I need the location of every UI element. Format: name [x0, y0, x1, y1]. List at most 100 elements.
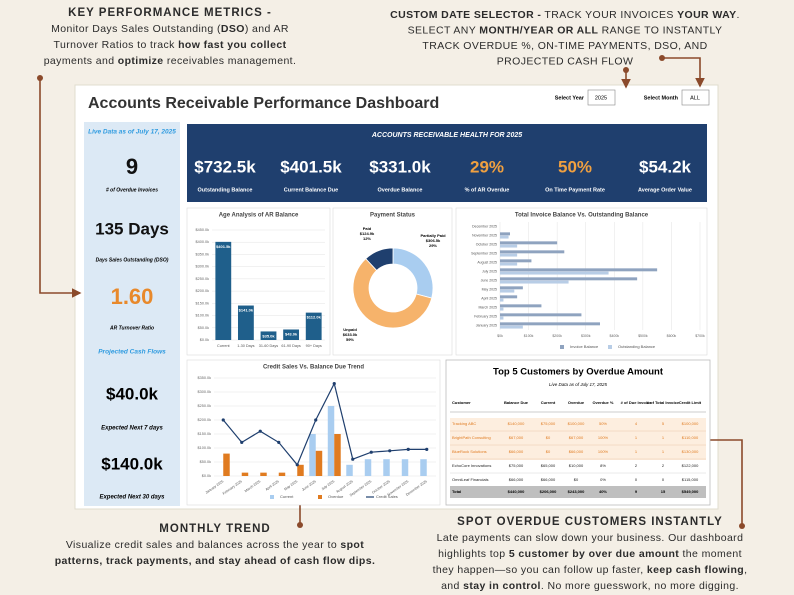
bar	[364, 459, 372, 476]
callout-text: 5 customer by over due amount	[509, 548, 679, 560]
x-tick-label: $500k	[638, 334, 648, 338]
callout-text: stay in control	[463, 580, 541, 592]
y-tick-label: $250.0k	[197, 404, 211, 408]
y-tick-label: $250.0k	[195, 277, 209, 281]
year-select[interactable]	[587, 89, 616, 106]
bar	[401, 459, 409, 476]
table-cell: 2	[662, 463, 665, 468]
bar	[223, 453, 230, 476]
year-value[interactable]: 2025	[595, 95, 607, 101]
bar	[215, 241, 232, 340]
bar	[500, 259, 532, 263]
table-cell: Overdue	[568, 400, 585, 405]
y-tick-label: $200.0k	[195, 289, 209, 293]
kpi-label: % of AR Overdue	[465, 187, 510, 193]
table-cell: Credit Limit	[679, 400, 702, 405]
callout-text: spot	[340, 539, 364, 551]
kpi-value: $732.5k	[194, 157, 256, 176]
line-point	[277, 440, 281, 444]
table-cell: $122,000	[682, 463, 699, 468]
legend-label: Overdue	[328, 494, 344, 499]
total-row	[450, 486, 706, 498]
line-point	[258, 429, 262, 433]
callout-title: MONTHLY TREND	[159, 523, 270, 535]
callout-line: SELECT ANY MONTH/YEAR OR ALL RANGE TO IN…	[408, 24, 723, 36]
table-cell: 8%	[600, 463, 606, 468]
dashboard-title: Accounts Receivable Performance Dashboar…	[88, 95, 439, 112]
bar	[241, 472, 249, 476]
bar	[500, 325, 523, 329]
kpi-label: Outstanding Balance	[197, 187, 252, 193]
bar	[500, 322, 600, 326]
table-cell: 1	[635, 449, 638, 454]
table-cell: 50%	[599, 421, 607, 426]
table-cell: $130,000	[682, 449, 699, 454]
legend-label: Credit Sales	[376, 494, 398, 499]
callout-text: they happen—so you can follow up faster,	[433, 564, 647, 576]
y-tick-label: $450.0k	[195, 228, 209, 232]
table-cell: BrightPath Consulting	[452, 435, 491, 440]
slice-label: Partially Paid	[420, 233, 446, 238]
callout-text: TRACK YOUR INVOICES	[541, 9, 677, 21]
side-kpi-label: # of Overdue Invoices	[106, 187, 158, 193]
bar	[278, 472, 286, 476]
kpi-value: $331.0k	[369, 157, 431, 176]
bar	[500, 286, 523, 290]
bar	[500, 316, 504, 320]
side-kpi-value: 135 Days	[95, 219, 169, 238]
side-kpi-value: 9	[126, 154, 138, 179]
callout-text: SELECT ANY	[408, 24, 480, 36]
bar	[500, 271, 609, 275]
callout-text: RANGE TO INSTANTLY	[598, 24, 722, 36]
bar	[500, 244, 518, 248]
callout-text: optimize	[118, 55, 164, 67]
bar	[383, 459, 390, 476]
line-point	[332, 382, 336, 386]
callout-line: Late payments can slow down your busines…	[437, 532, 744, 544]
slice-percent: 29%	[429, 243, 437, 248]
live-data: Live Data as of July 17, 2025	[88, 129, 176, 136]
table-cell: $75,000	[541, 421, 556, 426]
callout-dots	[37, 55, 745, 529]
month-select[interactable]	[681, 89, 710, 106]
bar	[500, 241, 558, 245]
callout-text: YOUR WAY	[677, 9, 736, 21]
table-cell: 1	[662, 449, 665, 454]
table-cell: 9	[635, 489, 638, 494]
legend-swatch	[560, 345, 564, 349]
callout-text: receivables management.	[164, 55, 297, 67]
bar	[334, 434, 341, 476]
callout-text: how fast you collect	[178, 39, 286, 51]
bar	[260, 331, 277, 340]
y-tick-label: January 2025	[476, 323, 497, 327]
month-value[interactable]: ALL	[690, 95, 700, 101]
line-point	[314, 418, 318, 422]
kpi-label: Current Balance Due	[284, 187, 338, 193]
y-tick-label: $150.0k	[195, 301, 209, 305]
y-tick-label: $0.0k	[200, 338, 209, 342]
legend-label: Invoice Balance	[570, 344, 599, 349]
callout-text: PROJECTED CASH FLOW	[497, 55, 634, 67]
side-kpi-label: AR Turnover Ratio	[109, 325, 154, 331]
callout-line: payments and optimize receivables manage…	[44, 55, 297, 67]
table-cell: $66,000	[569, 449, 584, 454]
chart-title: Age Analysis of AR Balance	[219, 213, 299, 219]
table-cell: Balance Due	[504, 400, 529, 405]
table-cell: 5	[662, 421, 665, 426]
callout-text: ) and AR	[245, 23, 289, 35]
kpi-value: 29%	[470, 157, 504, 176]
table-cell: 1	[662, 435, 665, 440]
bar	[327, 406, 335, 476]
y-tick-label: $300.0k	[195, 265, 209, 269]
projected-value: $40.0k	[106, 384, 159, 403]
row-highlight	[450, 446, 706, 458]
legend-swatch	[608, 345, 612, 349]
x-tick-label: 90+ Days	[306, 344, 322, 348]
bar	[500, 232, 510, 236]
bar	[283, 329, 300, 340]
bar	[500, 268, 658, 272]
callout-text: Monitor Days Sales Outstanding (	[51, 23, 221, 35]
bar	[500, 277, 638, 281]
slice-percent: 12%	[363, 236, 371, 241]
callout-line: TRACK OVERDUE %, ON-TIME PAYMENTS, DSO, …	[422, 40, 707, 52]
